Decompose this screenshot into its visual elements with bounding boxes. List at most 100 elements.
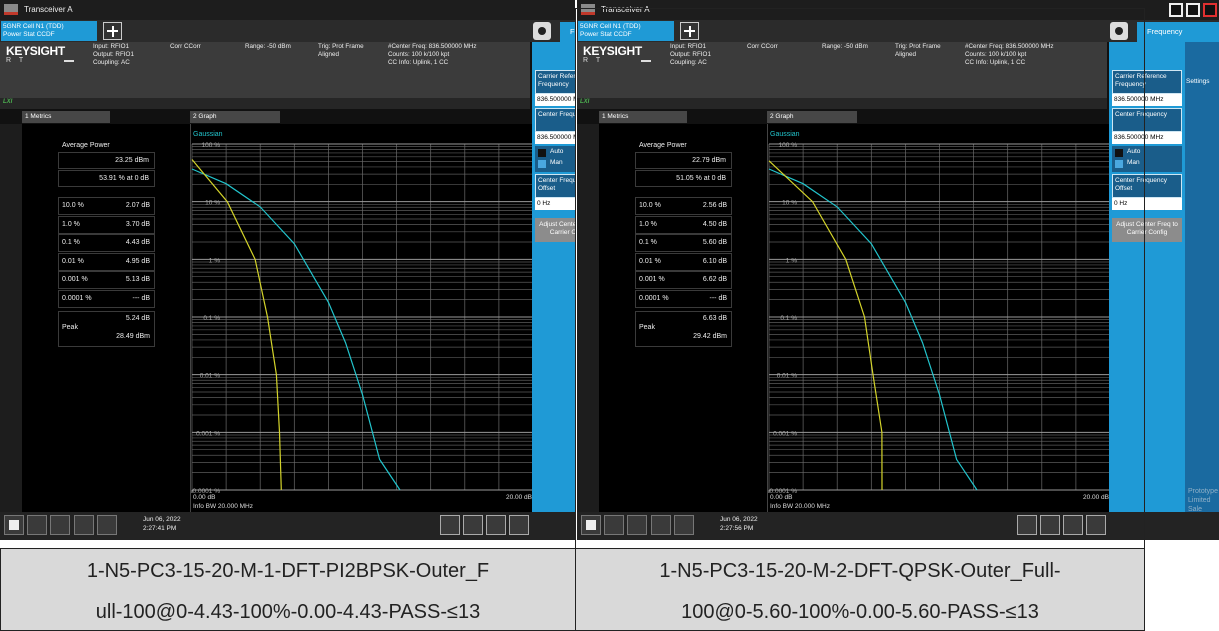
- info-text: CC Info: Uplink, 1 CC: [388, 59, 449, 66]
- taskbar-icon[interactable]: [627, 515, 647, 535]
- softkey-value[interactable]: 836.500000 MHz: [1112, 94, 1182, 106]
- y-tick-label: 0.0001 %: [193, 488, 221, 495]
- taskbar-icon[interactable]: [50, 515, 70, 535]
- side-tab[interactable]: Settings: [1186, 78, 1210, 85]
- softkey-button[interactable]: Adjust Center Freq to Carrier Config: [535, 218, 575, 242]
- taskbar-icon[interactable]: [97, 515, 117, 535]
- measurement-tab[interactable]: 5GNR Cell N1 (TDD) Power Stat CCDF: [578, 21, 674, 41]
- taskbar-icon[interactable]: [651, 515, 671, 535]
- ccdf-power: 5.13 dB: [125, 276, 150, 283]
- y-tick-label: 0.01 %: [777, 373, 797, 380]
- softkey-value[interactable]: 0 Hz: [535, 198, 575, 210]
- taskbar-icon[interactable]: [1017, 515, 1037, 535]
- info-text: Input: RFIO1: [93, 43, 130, 50]
- info-text: Counts: 100 k/100 kpt: [965, 51, 1027, 58]
- softkey-label[interactable]: Center Frequency: [535, 108, 575, 132]
- menu-header[interactable]: Frequency: [560, 22, 575, 42]
- info-bw: Info BW 20.000 MHz: [770, 503, 830, 510]
- y-tick-label: 1 %: [209, 257, 220, 264]
- taskbar-icon[interactable]: [27, 515, 47, 535]
- ccdf-cell: [635, 197, 732, 215]
- softkey-label[interactable]: Center Frequency Offset: [535, 174, 575, 198]
- softkey-button[interactable]: Adjust Center Freq to Carrier Config: [1112, 218, 1182, 242]
- window-button[interactable]: [1169, 3, 1183, 17]
- lxi-label: LXI: [580, 99, 590, 105]
- taskbar-icon[interactable]: [1040, 515, 1060, 535]
- status: R T: [6, 57, 24, 64]
- taskbar-icon[interactable]: [74, 515, 94, 535]
- info-text: #Center Freq: 836.500000 MHz: [388, 43, 477, 50]
- y-tick-label: 0.001 %: [773, 430, 797, 437]
- metrics-pane: [22, 124, 190, 512]
- ccdf-power: --- dB: [132, 294, 151, 302]
- softkey-label[interactable]: Carrier Reference Frequency: [535, 70, 575, 94]
- trigger-icon: [64, 60, 74, 62]
- ccdf-cell: [58, 289, 155, 308]
- plus-v: [688, 25, 691, 37]
- softkey-value[interactable]: 0 Hz: [1112, 198, 1182, 210]
- caption-cell: 1-N5-PC3-15-20-M-2-DFT-QPSK-Outer_Full- 1…: [575, 548, 1145, 631]
- metric-label: Average Power: [62, 142, 110, 149]
- info-bar: [0, 42, 530, 98]
- taskbar-icon[interactable]: [486, 515, 506, 535]
- toggle-box[interactable]: [1112, 146, 1182, 172]
- info-text: Coupling: AC: [670, 59, 707, 66]
- taskbar-icon[interactable]: [463, 515, 483, 535]
- taskbar-icon[interactable]: [674, 515, 694, 535]
- info-text: Counts: 100 k/100 kpt: [388, 51, 450, 58]
- caption-line: ull-100@0-4.43-100%-0.00-4.43-PASS-≤13: [95, 601, 481, 623]
- softkey-label[interactable]: Carrier Reference Frequency: [1112, 70, 1182, 94]
- graph-pane: [767, 124, 1109, 512]
- info-text: Aligned: [895, 51, 917, 58]
- taskbar-icon[interactable]: [1086, 515, 1106, 535]
- graph-window-title[interactable]: 2 Graph: [190, 111, 280, 123]
- brand: KEYSIGHT: [6, 44, 65, 58]
- softkey-value[interactable]: 836.500000 MHz: [1112, 132, 1182, 144]
- caption-line: 1-N5-PC3-15-20-M-1-DFT-PI2BPSK-Outer_F: [86, 560, 490, 582]
- softkey-label[interactable]: Center Frequency: [1112, 108, 1182, 132]
- metrics-window-title[interactable]: 1 Metrics: [22, 111, 110, 123]
- lxi-bar: [577, 98, 1107, 109]
- legend-label: Gaussian: [193, 131, 223, 138]
- metrics-pane: [599, 124, 767, 512]
- x-tick-label: 20.00 dB: [1083, 494, 1109, 501]
- toggle-option: Man: [1127, 159, 1140, 166]
- menu-header[interactable]: Frequency: [1137, 22, 1219, 42]
- softkey-label[interactable]: Center Frequency Offset: [1112, 174, 1182, 198]
- taskbar-icon[interactable]: [440, 515, 460, 535]
- y-tick-label: 0.1 %: [780, 315, 797, 322]
- tab-row: [0, 20, 575, 42]
- ccdf-trace: [191, 168, 401, 491]
- metric-value: 28.49 dBm: [116, 333, 150, 340]
- metric-value: 29.42 dBm: [693, 333, 727, 340]
- ccdf-cell: [58, 197, 155, 215]
- ccdf-power: 2.07 dB: [125, 202, 150, 209]
- tab-label: Power Stat CCDF: [3, 31, 55, 38]
- taskbar-icon[interactable]: [604, 515, 624, 535]
- softkey-value[interactable]: 836.500000 MHz: [535, 94, 575, 106]
- ccdf-power: --- dB: [709, 294, 728, 302]
- windows-logo: [586, 520, 596, 530]
- metrics-window-title[interactable]: 1 Metrics: [599, 111, 687, 123]
- tab-row: [577, 20, 1219, 42]
- toggle-indicator: [538, 149, 546, 157]
- tab-label: 5GNR Cell N1 (TDD): [3, 23, 64, 30]
- window-button[interactable]: [1186, 3, 1200, 17]
- ccdf-probability: 0.001 %: [639, 276, 665, 283]
- ccdf-power: 6.62 dB: [702, 276, 727, 283]
- softkey-value[interactable]: 836.500000 MHz: [535, 132, 575, 144]
- window-button[interactable]: [1203, 3, 1217, 17]
- info-text: #Center Freq: 836.500000 MHz: [965, 43, 1054, 50]
- left-strip: [577, 124, 599, 512]
- taskbar-icon[interactable]: [509, 515, 529, 535]
- ccdf-probability: 0.01 %: [639, 257, 661, 265]
- taskbar-icon[interactable]: [1063, 515, 1083, 535]
- windows-logo: [9, 520, 19, 530]
- ccdf-power: 4.50 dB: [702, 220, 727, 228]
- measurement-tab[interactable]: 5GNR Cell N1 (TDD) Power Stat CCDF: [1, 21, 97, 41]
- ccdf-probability: 0.0001 %: [639, 294, 669, 302]
- graph-window-title[interactable]: 2 Graph: [767, 111, 857, 123]
- toggle-indicator: [1115, 160, 1123, 168]
- instrument-screen: Transceiver A 5GNR Cell N1 (TDD) Power Sta…: [0, 0, 575, 540]
